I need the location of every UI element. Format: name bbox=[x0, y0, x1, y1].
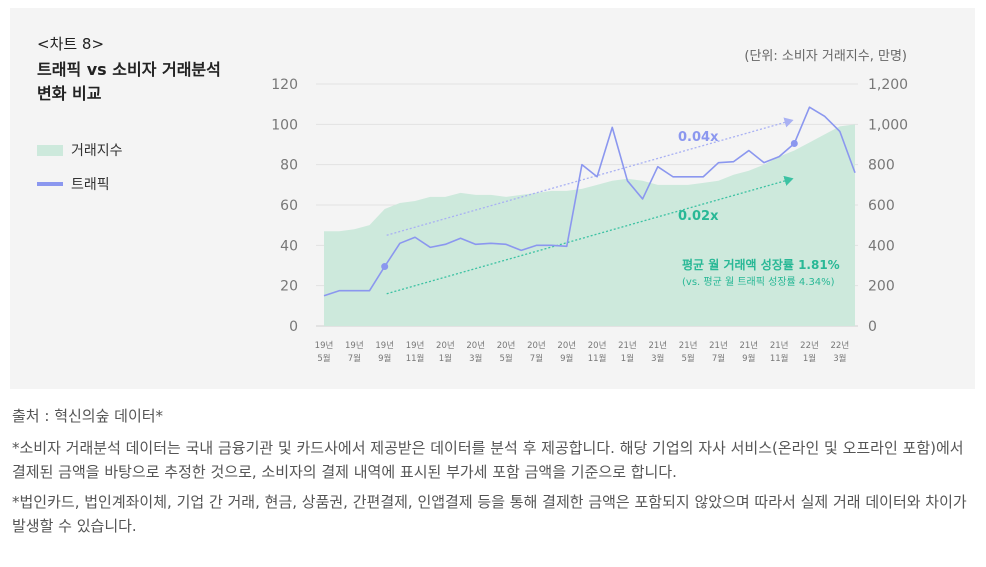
legend-item-traffic: 트래픽 bbox=[37, 167, 123, 201]
y-tick-right: 800 bbox=[868, 158, 895, 174]
x-tick-year: 19년 bbox=[315, 340, 334, 351]
y-tick-left: 100 bbox=[271, 117, 298, 133]
x-tick-month: 7월 bbox=[530, 353, 543, 364]
x-tick-year: 19년 bbox=[345, 340, 364, 351]
x-tick-month: 1월 bbox=[621, 353, 634, 364]
chart-title-line1: 트래픽 vs 소비자 거래분석 bbox=[37, 60, 221, 79]
y-tick-right: 400 bbox=[868, 238, 895, 254]
x-tick-month: 9월 bbox=[560, 353, 573, 364]
x-tick-year: 19년 bbox=[406, 340, 425, 351]
y-tick-left: 40 bbox=[280, 238, 298, 254]
x-tick-month: 3월 bbox=[469, 353, 482, 364]
trend-label-transaction: 0.02x bbox=[678, 209, 719, 224]
x-tick-year: 21년 bbox=[618, 340, 637, 351]
x-tick-month: 7월 bbox=[712, 353, 725, 364]
highlight-point bbox=[381, 263, 389, 271]
x-tick-year: 20년 bbox=[557, 340, 576, 351]
legend-swatch-area bbox=[37, 144, 63, 156]
x-tick-month: 5월 bbox=[499, 353, 512, 364]
x-tick-year: 20년 bbox=[436, 340, 455, 351]
y-tick-right: 200 bbox=[868, 279, 895, 295]
x-tick-year: 20년 bbox=[588, 340, 607, 351]
x-tick-year: 21년 bbox=[739, 340, 758, 351]
x-tick-month: 1월 bbox=[439, 353, 452, 364]
legend-label-traffic: 트래픽 bbox=[71, 177, 110, 193]
x-tick-year: 20년 bbox=[527, 340, 546, 351]
x-tick-year: 21년 bbox=[709, 340, 728, 351]
x-tick-month: 9월 bbox=[742, 353, 755, 364]
x-tick-month: 3월 bbox=[651, 353, 664, 364]
x-tick-month: 11월 bbox=[588, 353, 607, 364]
y-tick-left: 0 bbox=[289, 319, 298, 335]
legend-label-transaction: 거래지수 bbox=[71, 143, 123, 159]
x-tick-month: 1월 bbox=[803, 353, 816, 364]
highlight-point bbox=[790, 139, 798, 147]
x-tick-month: 9월 bbox=[378, 353, 391, 364]
y-tick-left: 20 bbox=[280, 279, 298, 295]
x-tick-year: 20년 bbox=[497, 340, 516, 351]
legend-swatch-line bbox=[37, 182, 63, 186]
legend-item-transaction: 거래지수 bbox=[37, 133, 123, 167]
chart-title: 트래픽 vs 소비자 거래분석 변화 비교 bbox=[37, 58, 257, 106]
footer: 출처 : 혁신의숲 데이터* *소비자 거래분석 데이터는 국내 금융기관 및 … bbox=[12, 404, 972, 544]
trend-label-traffic: 0.04x bbox=[678, 130, 719, 145]
area-transaction-index bbox=[324, 124, 855, 326]
y-tick-left: 60 bbox=[280, 198, 298, 214]
annotation-line1: 평균 월 거래액 성장률 1.81% bbox=[682, 257, 840, 272]
x-tick-month: 5월 bbox=[317, 353, 330, 364]
y-tick-right: 600 bbox=[868, 198, 895, 214]
x-tick-month: 11월 bbox=[406, 353, 425, 364]
x-tick-year: 21년 bbox=[770, 340, 789, 351]
annotation-line2: (vs. 평균 월 트래픽 성장률 4.34%) bbox=[682, 276, 835, 288]
chart-title-line2: 변화 비교 bbox=[37, 84, 102, 103]
x-tick-year: 21년 bbox=[648, 340, 667, 351]
y-tick-left: 120 bbox=[271, 77, 298, 93]
x-tick-year: 22년 bbox=[800, 340, 819, 351]
chart-svg: 0 20 40 60 80 100 120 0 200 400 600 800 1,000 1,200 0.… bbox=[271, 77, 908, 364]
footer-note-2: *법인카드, 법인계좌이체, 기업 간 거래, 현금, 상품권, 간편결제, 인… bbox=[12, 493, 967, 535]
y-tick-right: 1,200 bbox=[868, 77, 908, 93]
x-tick-month: 11월 bbox=[770, 353, 789, 364]
chart-tag: <차트 8> bbox=[37, 35, 105, 53]
x-tick-month: 5월 bbox=[681, 353, 694, 364]
x-tick-year: 19년 bbox=[375, 340, 394, 351]
unit-label: (단위: 소비자 거래지수, 만명) bbox=[744, 49, 907, 64]
y-tick-right: 0 bbox=[868, 319, 877, 335]
legend: 거래지수 트래픽 bbox=[37, 133, 123, 201]
x-tick-year: 22년 bbox=[831, 340, 850, 351]
x-tick-month: 7월 bbox=[348, 353, 361, 364]
y-tick-left: 80 bbox=[280, 158, 298, 174]
footer-note-1: *소비자 거래분석 데이터는 국내 금융기관 및 카드사에서 제공받은 데이터를… bbox=[12, 439, 964, 481]
x-tick-year: 20년 bbox=[466, 340, 485, 351]
footer-source: 출처 : 혁신의숲 데이터* bbox=[12, 407, 164, 425]
x-tick-month: 3월 bbox=[833, 353, 846, 364]
x-tick-year: 21년 bbox=[679, 340, 698, 351]
line-traffic bbox=[323, 106, 856, 297]
y-tick-right: 1,000 bbox=[868, 117, 908, 133]
